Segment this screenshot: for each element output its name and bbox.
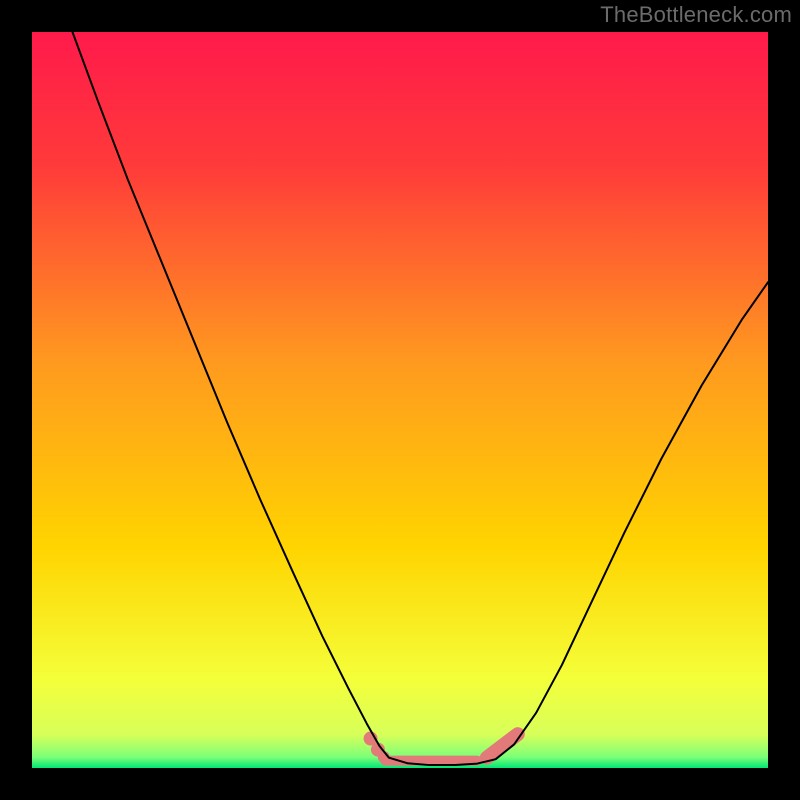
watermark-text: TheBottleneck.com (600, 2, 792, 28)
chart-canvas: TheBottleneck.com (0, 0, 800, 800)
bottleneck-chart-svg (0, 0, 800, 800)
plot-background (32, 32, 768, 768)
